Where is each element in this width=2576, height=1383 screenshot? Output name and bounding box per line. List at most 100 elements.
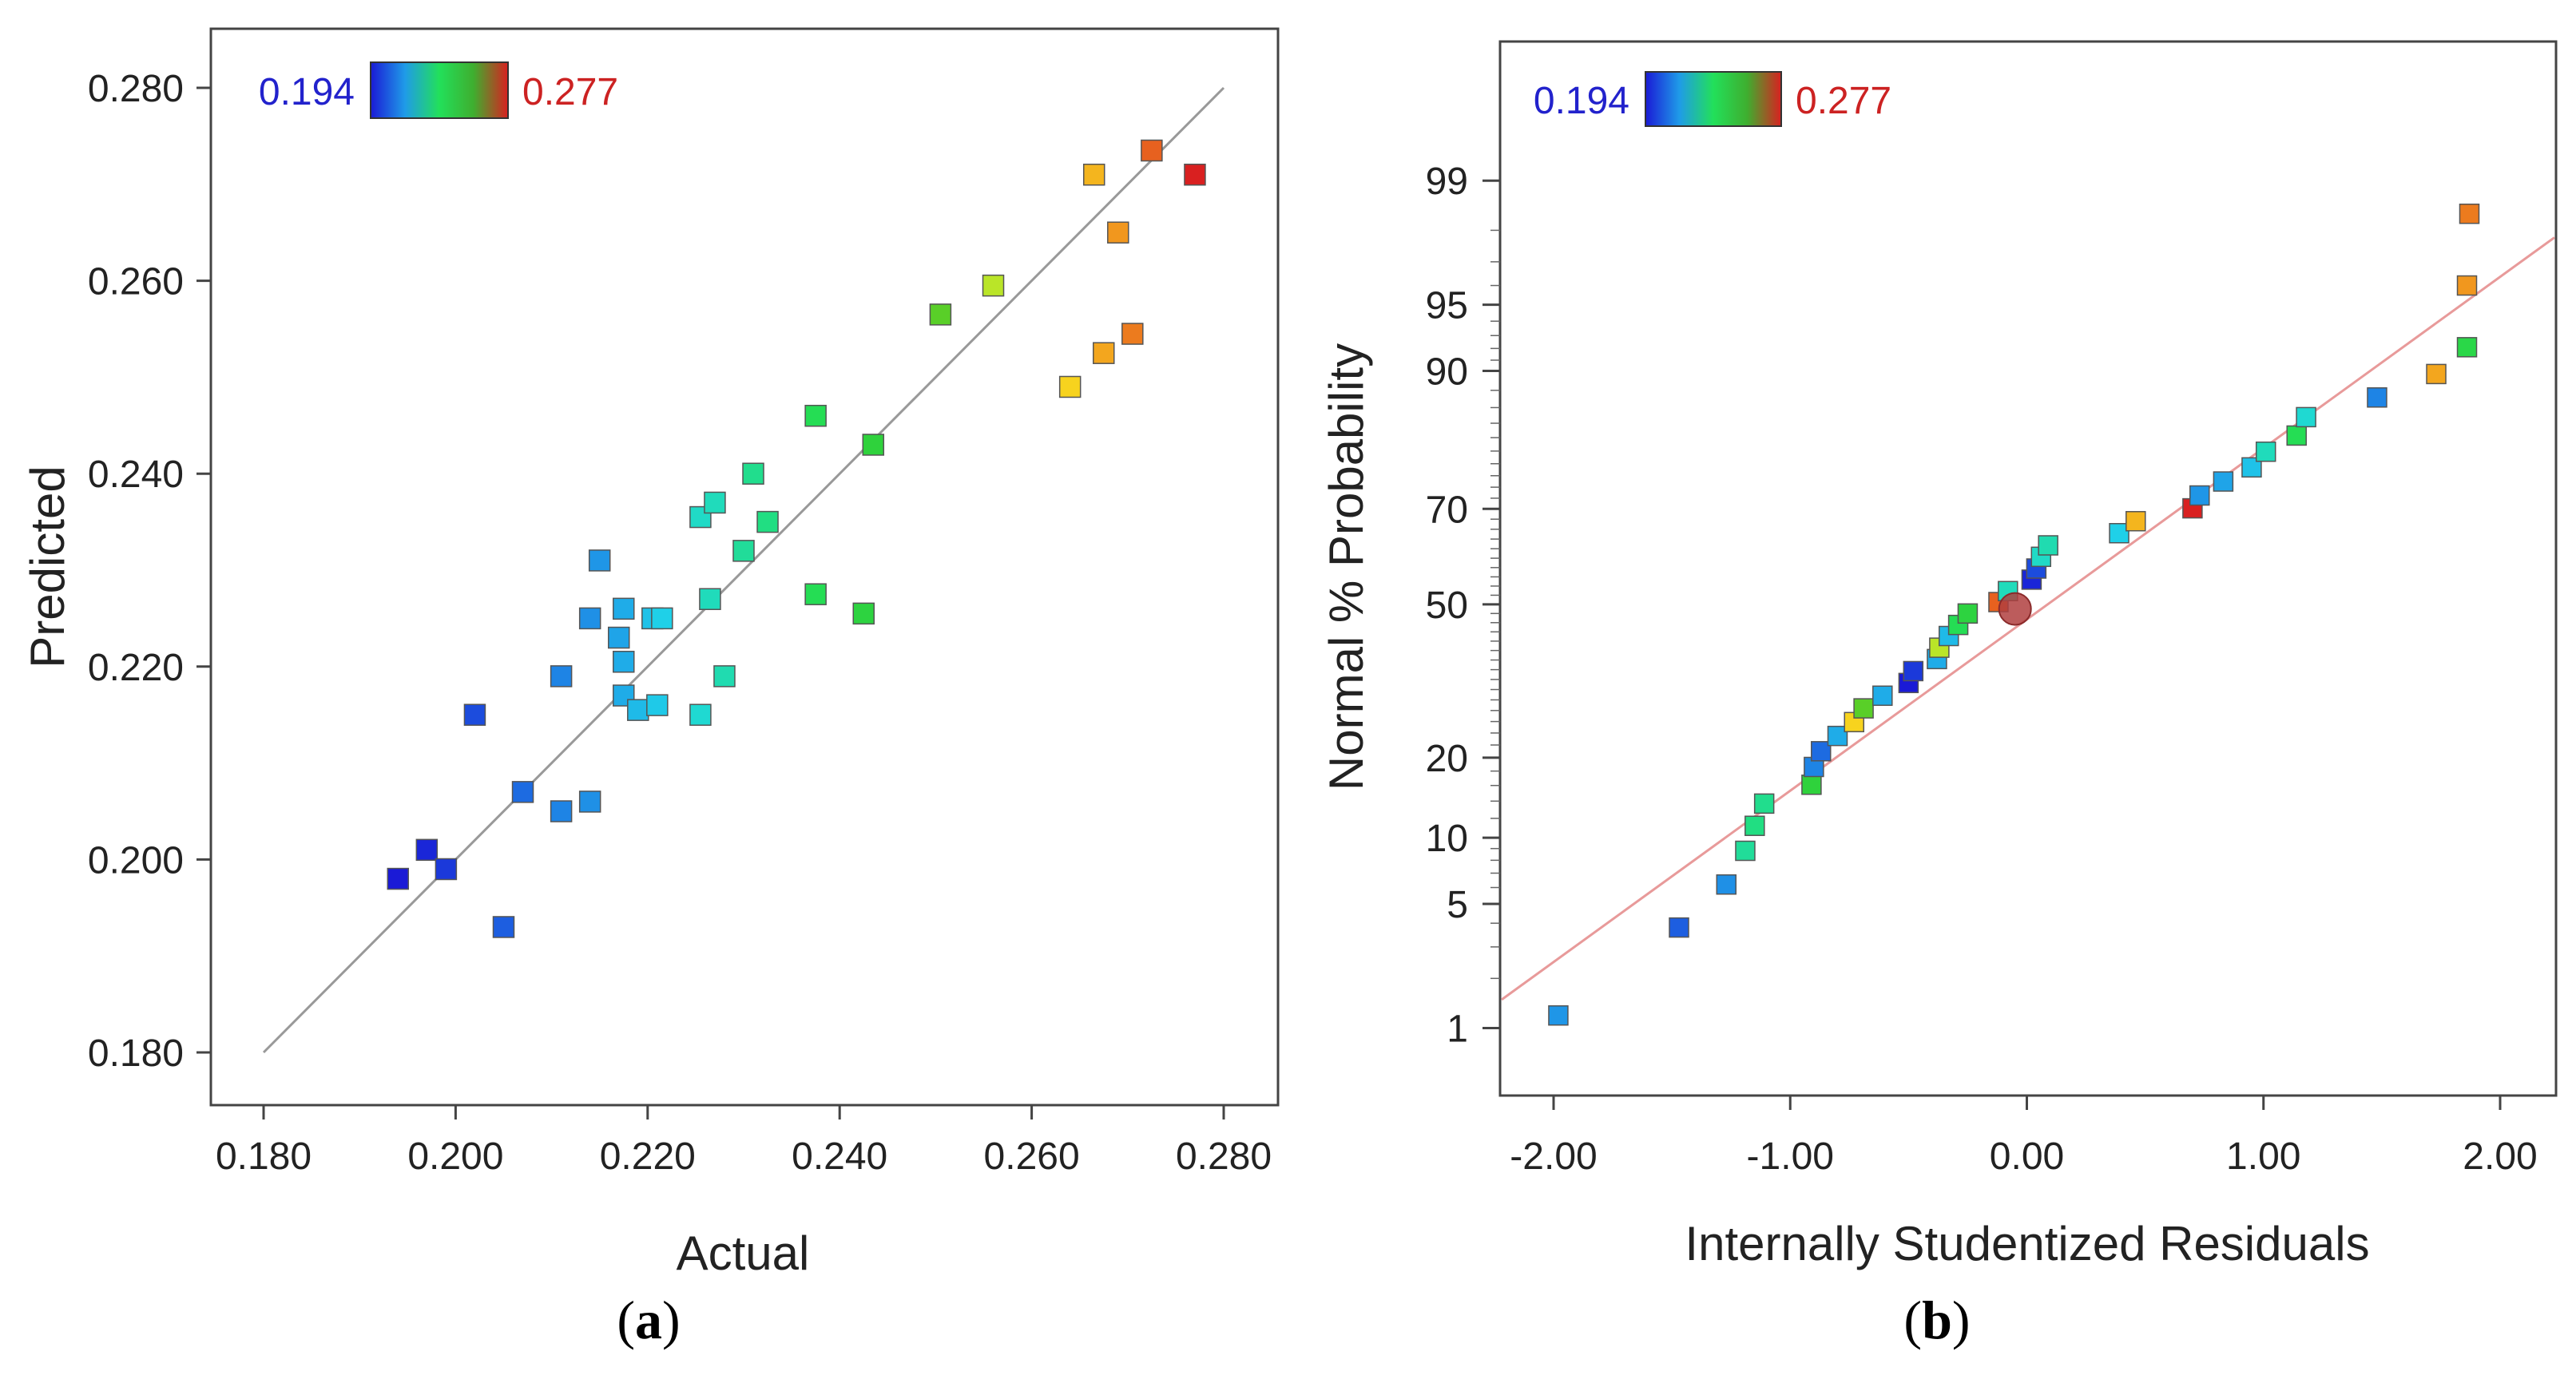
data-point-a <box>852 602 875 625</box>
data-point-a <box>613 651 635 673</box>
data-point-a <box>689 703 712 726</box>
panel-a: 0.194 0.277 0.180 0.200 0.220 0.240 0.260 0.2… <box>21 27 1280 1350</box>
data-point-a <box>435 858 458 881</box>
data-point-a <box>1107 221 1129 244</box>
x-tick-label-b: -1.00 <box>1747 1135 1834 1178</box>
data-point-b <box>2189 485 2210 506</box>
data-point-b <box>1753 793 1775 814</box>
data-point-a <box>862 434 885 456</box>
panel-label-a: (a) <box>617 1290 680 1350</box>
data-point-b <box>2125 510 2146 532</box>
data-point-b <box>1957 603 1979 624</box>
y-tick-label-b: 50 <box>1426 585 1468 627</box>
y-tick-label-b: 99 <box>1426 160 1468 203</box>
data-point-a <box>613 597 635 620</box>
y-tick-label-b: 1 <box>1447 1008 1468 1050</box>
data-point-b <box>1716 874 1737 895</box>
data-point-a <box>756 510 779 533</box>
highlighted-point-b <box>1998 592 2032 626</box>
data-point-a <box>588 549 611 572</box>
color-scale-b: 0.194 0.277 <box>1534 71 1891 127</box>
data-point-a <box>742 462 764 485</box>
color-scale-min-label-b: 0.194 <box>1534 80 1629 122</box>
data-point-a <box>511 781 534 803</box>
data-point-a <box>578 607 601 630</box>
x-tick-label-a: 0.200 <box>407 1135 503 1178</box>
y-tick-label-b: 20 <box>1426 738 1468 780</box>
data-point-b <box>1548 1005 1569 1026</box>
data-point-b <box>2255 441 2276 462</box>
data-point-a <box>607 626 630 649</box>
data-point-a <box>704 491 726 514</box>
data-point-b <box>2426 363 2447 385</box>
data-point-a <box>732 540 755 562</box>
y-tick-label-b: 95 <box>1426 285 1468 327</box>
y-tick-label-b: 10 <box>1426 818 1468 860</box>
data-point-a <box>578 791 601 813</box>
data-point-a <box>387 867 410 890</box>
data-point-a <box>1184 163 1206 186</box>
data-point-a <box>1121 323 1144 345</box>
data-point-b <box>1669 917 1689 938</box>
data-point-a <box>699 588 721 610</box>
data-point-a <box>550 800 573 822</box>
y-tick-label-a: 0.200 <box>88 839 184 882</box>
panel-b: 0.194 0.277 -2.00 -1.00 0.00 1.00 2.00 1 5 10 20… <box>1320 40 2558 1350</box>
data-point-b <box>2367 387 2387 408</box>
y-tick-label-a: 0.260 <box>88 261 184 303</box>
data-point-b <box>2456 275 2478 296</box>
reference-line-a <box>262 86 1225 1054</box>
data-point-a <box>929 303 952 326</box>
data-point-b <box>2038 535 2058 556</box>
y-tick-label-b: 70 <box>1426 489 1468 531</box>
data-point-b <box>1903 660 1924 682</box>
data-point-a <box>463 703 486 726</box>
data-point-b <box>1872 685 1893 707</box>
data-point-a <box>1082 163 1105 186</box>
data-point-b <box>2213 471 2234 492</box>
x-tick-label-a: 0.260 <box>984 1135 1080 1178</box>
data-point-b <box>1801 775 1822 795</box>
color-scale-bar-a <box>370 61 509 119</box>
x-tick-label-a: 0.180 <box>216 1135 312 1178</box>
panel-label-b: (b) <box>1903 1290 1970 1350</box>
data-point-b <box>1735 840 1756 862</box>
x-tick-label-b: 2.00 <box>2463 1135 2537 1178</box>
data-point-a <box>1093 342 1115 364</box>
data-point-b <box>2109 522 2129 544</box>
data-point-a <box>550 665 573 688</box>
x-tick-label-b: 1.00 <box>2226 1135 2300 1178</box>
x-axis-title-a: Actual <box>677 1226 810 1280</box>
data-point-a <box>804 404 827 427</box>
data-point-b <box>2296 406 2316 428</box>
data-point-b <box>1853 698 1874 719</box>
x-tick-label-a: 0.280 <box>1176 1135 1272 1178</box>
data-point-a <box>1058 375 1082 398</box>
y-tick-label-a: 0.220 <box>88 647 184 689</box>
y-tick-label-a: 0.240 <box>88 454 184 496</box>
y-tick-label-a: 0.180 <box>88 1032 184 1075</box>
data-point-a <box>651 607 673 630</box>
data-point-a <box>982 274 1005 297</box>
color-scale-bar-b <box>1645 71 1782 127</box>
data-point-b <box>2459 203 2480 224</box>
x-axis-title-b: Internally Studentized Residuals <box>1685 1217 2369 1270</box>
data-point-a <box>646 694 669 716</box>
color-scale-a: 0.194 0.277 <box>259 61 618 119</box>
x-tick-label-b: 0.00 <box>1990 1135 2064 1178</box>
y-tick-label-b: 90 <box>1426 351 1468 394</box>
data-point-a <box>627 699 649 721</box>
x-tick-label-b: -2.00 <box>1510 1135 1597 1178</box>
color-scale-min-label-a: 0.194 <box>259 71 355 113</box>
color-scale-max-label-a: 0.277 <box>522 71 618 113</box>
color-scale-max-label-b: 0.277 <box>1796 80 1891 122</box>
data-point-a <box>1141 139 1163 162</box>
data-point-b <box>2286 425 2307 446</box>
data-point-b <box>2456 337 2478 358</box>
x-tick-label-a: 0.220 <box>600 1135 696 1178</box>
data-point-a <box>804 583 827 605</box>
data-point-a <box>713 665 736 688</box>
data-point-a <box>415 838 439 862</box>
y-tick-label-a: 0.280 <box>88 68 184 110</box>
data-point-b <box>1744 815 1765 836</box>
